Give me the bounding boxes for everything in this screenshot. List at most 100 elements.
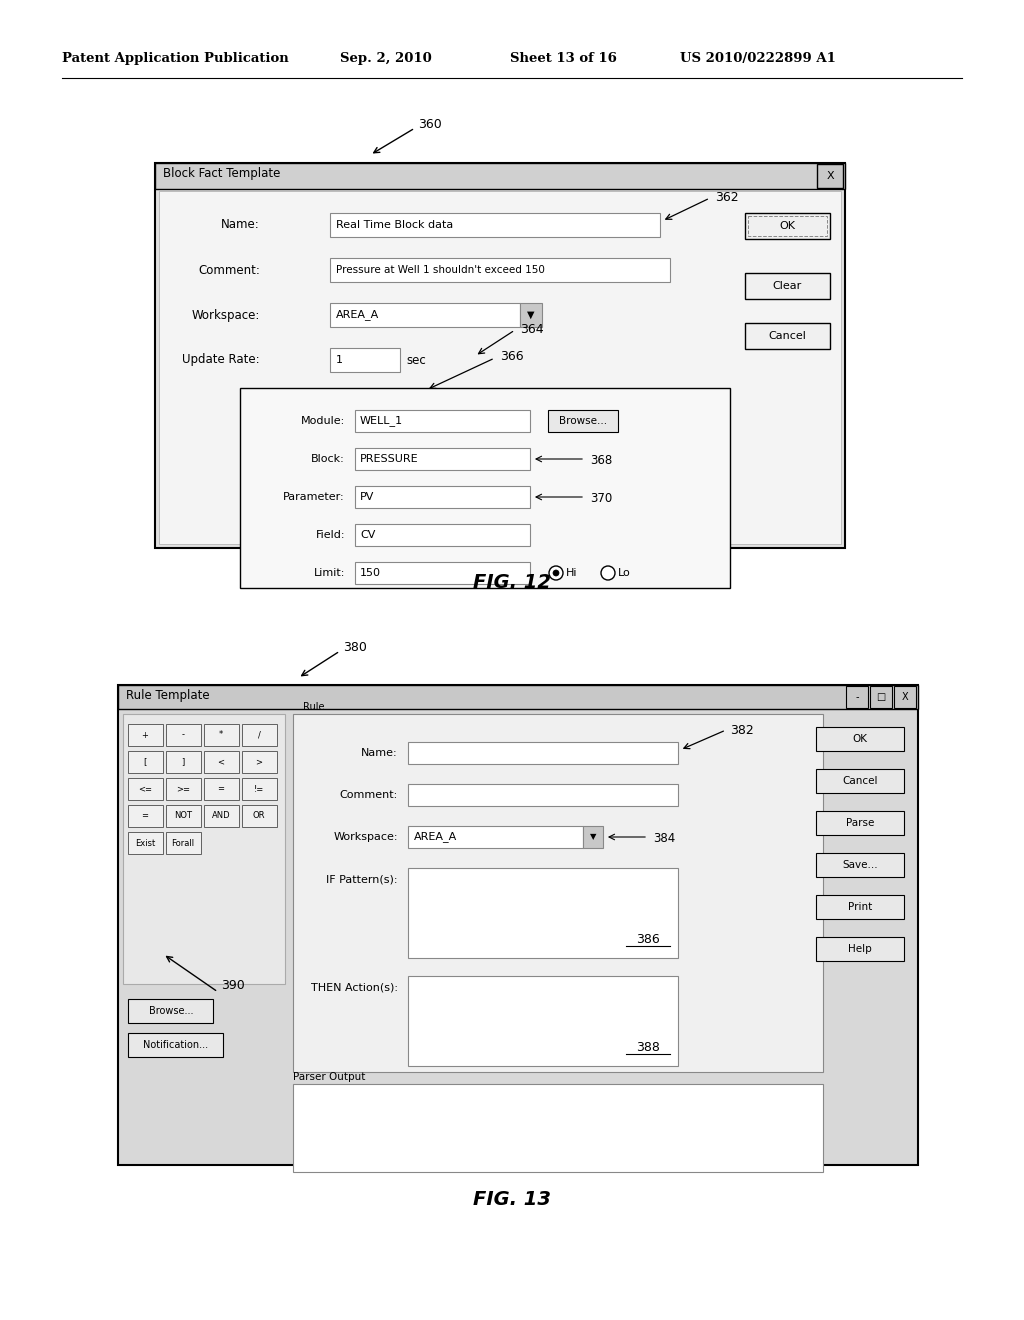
Bar	[166, 723, 201, 746]
Text: Workspace:: Workspace:	[191, 309, 260, 322]
Text: Comment:: Comment:	[198, 264, 260, 276]
Text: Name:: Name:	[361, 748, 398, 758]
Bar	[355, 524, 530, 546]
Text: +: +	[141, 730, 148, 739]
Text: 370: 370	[590, 492, 612, 506]
Text: 360: 360	[418, 117, 441, 131]
Text: X: X	[826, 172, 834, 181]
Bar	[355, 486, 530, 508]
Bar	[745, 273, 830, 300]
Text: Block:: Block:	[311, 454, 345, 465]
Text: 368: 368	[590, 454, 612, 467]
Text: US 2010/0222899 A1: US 2010/0222899 A1	[680, 51, 836, 65]
Bar	[548, 411, 618, 432]
Bar	[242, 777, 278, 800]
Bar	[242, 805, 278, 828]
Text: *: *	[219, 730, 223, 739]
Bar	[894, 686, 916, 708]
Text: Comment:: Comment:	[340, 789, 398, 800]
Text: IF Pattern(s):: IF Pattern(s):	[327, 875, 398, 884]
Text: □: □	[877, 692, 886, 702]
Text: 366: 366	[500, 350, 523, 363]
Bar	[204, 751, 239, 774]
Text: Update Rate:: Update Rate:	[182, 354, 260, 367]
Text: Clear: Clear	[772, 281, 802, 290]
Bar	[128, 723, 163, 746]
Bar	[240, 388, 730, 587]
Text: CV: CV	[360, 531, 376, 540]
Text: [: [	[143, 758, 146, 767]
Bar	[583, 826, 603, 847]
Text: Print: Print	[848, 902, 872, 912]
Text: -: -	[855, 692, 859, 702]
Text: Exist: Exist	[135, 838, 155, 847]
Text: 364: 364	[520, 323, 544, 337]
Text: ]: ]	[181, 758, 184, 767]
Text: OR: OR	[253, 812, 265, 821]
Bar	[748, 216, 827, 236]
Text: THEN Action(s):: THEN Action(s):	[311, 983, 398, 993]
Bar	[816, 853, 904, 876]
Text: AREA_A: AREA_A	[414, 832, 458, 842]
Text: Cancel: Cancel	[843, 776, 878, 785]
Bar	[128, 1034, 223, 1057]
Text: Limit:: Limit:	[313, 568, 345, 578]
Bar	[128, 777, 163, 800]
Text: ▼: ▼	[527, 310, 535, 319]
Circle shape	[601, 566, 615, 579]
Text: Field:: Field:	[315, 531, 345, 540]
Text: Module:: Module:	[301, 416, 345, 426]
Text: OK: OK	[779, 220, 795, 231]
Text: =: =	[217, 784, 224, 793]
Text: Sep. 2, 2010: Sep. 2, 2010	[340, 51, 432, 65]
Text: 382: 382	[730, 723, 754, 737]
Text: sec: sec	[406, 354, 426, 367]
Text: PRESSURE: PRESSURE	[360, 454, 419, 465]
Bar	[816, 895, 904, 919]
Bar	[745, 213, 830, 239]
Bar	[166, 832, 201, 854]
Bar	[118, 685, 918, 709]
Bar	[166, 777, 201, 800]
Text: >=: >=	[176, 784, 190, 793]
Text: Pressure at Well 1 shouldn't exceed 150: Pressure at Well 1 shouldn't exceed 150	[336, 265, 545, 275]
Bar	[408, 975, 678, 1067]
Text: AND: AND	[212, 812, 230, 821]
Bar	[128, 999, 213, 1023]
Bar	[118, 685, 918, 1166]
Text: Help: Help	[848, 944, 871, 954]
Bar	[204, 805, 239, 828]
Bar	[293, 714, 823, 1072]
Text: WELL_1: WELL_1	[360, 416, 403, 426]
Bar	[330, 213, 660, 238]
Bar	[330, 348, 400, 372]
Text: Parameter:: Parameter:	[284, 492, 345, 502]
Bar	[408, 742, 678, 764]
Text: <: <	[217, 758, 224, 767]
Bar	[846, 686, 868, 708]
Text: Rule: Rule	[303, 702, 325, 711]
Bar	[330, 257, 670, 282]
Text: 386: 386	[636, 933, 659, 946]
Text: 380: 380	[343, 642, 367, 653]
Bar	[408, 869, 678, 958]
Text: 362: 362	[715, 191, 738, 205]
Bar	[293, 1084, 823, 1172]
Bar	[816, 937, 904, 961]
Bar	[520, 304, 542, 327]
Text: Browse...: Browse...	[559, 416, 607, 426]
Bar	[355, 447, 530, 470]
Bar	[408, 784, 678, 807]
Bar	[128, 751, 163, 774]
Bar	[159, 191, 841, 544]
Text: FIG. 12: FIG. 12	[473, 573, 551, 591]
Text: Real Time Block data: Real Time Block data	[336, 220, 454, 230]
Text: Notification...: Notification...	[143, 1040, 209, 1049]
Text: Patent Application Publication: Patent Application Publication	[62, 51, 289, 65]
Bar	[242, 751, 278, 774]
Bar	[330, 304, 520, 327]
Text: Name:: Name:	[221, 219, 260, 231]
Text: >: >	[256, 758, 262, 767]
Circle shape	[549, 566, 563, 579]
Text: 150: 150	[360, 568, 381, 578]
